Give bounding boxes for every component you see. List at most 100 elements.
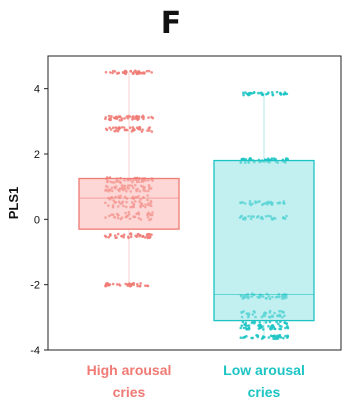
data-point [142,71,145,74]
y-tick-label: 4 [34,84,40,96]
data-point [109,71,112,74]
data-point [130,130,134,133]
data-point [126,116,130,120]
data-point [270,91,274,94]
data-point [113,129,116,133]
data-point [122,233,126,236]
data-point [251,336,254,340]
data-point [146,236,150,240]
data-point [139,233,142,237]
data-point [150,130,154,133]
data-point [274,337,277,341]
data-point [132,115,135,118]
data-point [248,93,251,96]
data-point [286,334,290,338]
data-point [111,126,115,129]
data-point [111,71,114,75]
y-axis-label: PLS1 [6,187,21,220]
data-point [116,129,120,133]
data-point [242,326,246,330]
data-point [243,335,247,339]
data-point [122,126,126,129]
data-point [141,234,145,238]
data-point [129,284,132,288]
data-point [244,323,247,326]
data-point [141,128,144,131]
data-point [109,128,113,131]
boxes [78,72,315,337]
data-point [242,93,245,97]
data-point [282,336,285,340]
data-point [260,91,263,95]
data-point [124,282,127,286]
data-point [262,328,265,331]
data-point [285,322,289,325]
data-point [116,232,120,236]
data-point [128,126,132,129]
data-point [130,282,134,286]
data-point [272,337,275,341]
data-point [132,127,135,131]
data-point [267,336,271,339]
data-point [144,236,147,239]
data-point [126,235,130,239]
data-point [132,72,135,75]
data-point [134,234,137,238]
data-point [264,321,268,324]
data-point [122,235,126,239]
data-point [146,129,149,132]
data-point [139,282,142,285]
data-point [118,119,122,122]
data-point [241,320,245,324]
data-point [252,91,256,95]
data-point [117,283,121,286]
data-point [123,128,127,132]
data-point [275,90,279,94]
data-point [104,70,108,74]
data-point [247,326,251,330]
data-point [239,336,243,340]
data-point [275,320,279,324]
data-point [107,114,111,118]
data-point [110,115,113,118]
data-point [146,284,150,288]
data-point [246,324,249,328]
data-point [242,91,245,95]
y-tick-label: -4 [30,345,40,357]
data-point [258,321,262,324]
data-point [120,119,123,122]
data-point [259,326,263,330]
data-point [277,322,280,326]
data-point [111,282,115,286]
data-point [142,117,145,121]
data-point [273,327,277,331]
data-point [278,334,282,337]
data-point [136,282,139,286]
data-point [137,117,140,120]
data-point [140,115,144,119]
data-point [109,234,112,237]
data-point [242,157,245,161]
data-point [145,69,149,73]
data-point [271,335,275,338]
data-point [136,233,140,236]
y-tick-label: -2 [30,280,40,292]
data-point [107,283,111,286]
data-point [284,326,287,330]
data-point [126,284,129,287]
data-point [266,92,270,96]
data-point [120,126,124,129]
data-point [285,92,289,96]
data-point [114,236,117,240]
data-point [260,337,264,340]
y-axis: -4 -2 0 2 4 [30,84,48,357]
data-point [145,233,149,236]
data-point [286,326,290,330]
data-point [135,71,139,75]
data-point [150,71,153,74]
data-point [147,69,151,73]
data-point [245,327,248,331]
category-label-line1: High arousal [87,362,172,378]
data-point [129,232,132,236]
data-point [147,116,150,119]
